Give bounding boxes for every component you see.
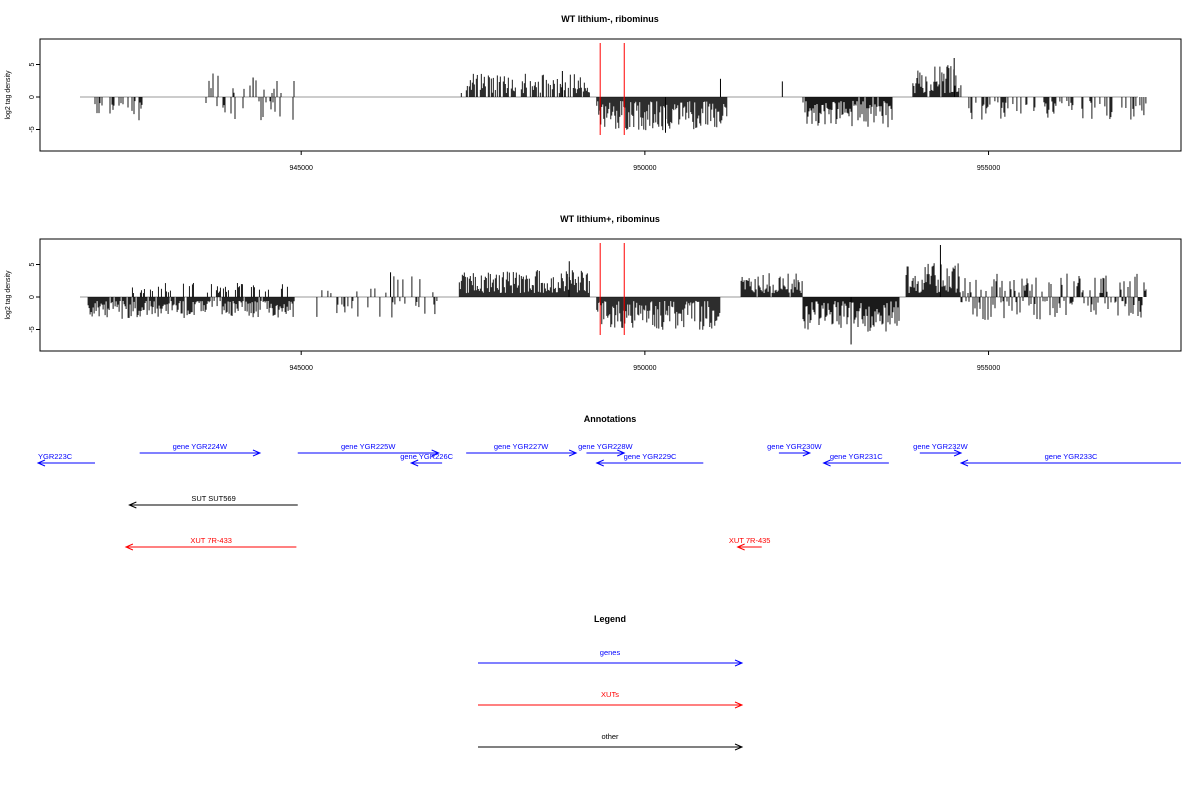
gene-feature: gene YGR227W	[466, 442, 578, 457]
arrowhead	[736, 543, 745, 551]
arrowhead	[734, 659, 744, 667]
feature-label: XUT 7R-435	[729, 536, 771, 545]
y-tick-label: 0	[29, 295, 36, 299]
x-axis: 945000 950000 955000	[290, 151, 1000, 172]
y-axis-label: log2 tag density	[5, 70, 12, 120]
feature-label: gene YGR225W	[341, 442, 396, 451]
y-axis-label: log2 tag density	[5, 270, 12, 320]
y-tick-label: -5	[29, 326, 36, 332]
gene-feature: gene YGR224W	[139, 442, 262, 457]
panel-title: WT lithium-, ribominus	[561, 14, 659, 24]
feature-label: gene YGR229C	[624, 452, 677, 461]
gene-feature: gene YGR231C	[822, 452, 889, 467]
arrowhead	[409, 459, 419, 467]
x-tick-label: 945000	[290, 165, 313, 172]
feature-label: gene YGR227W	[494, 442, 549, 451]
arrowhead	[128, 501, 137, 509]
arrowhead	[36, 459, 46, 467]
annotations-title: Annotations	[584, 414, 637, 424]
red-markers	[599, 243, 625, 335]
gene-feature: gene YGR230W	[767, 442, 823, 457]
red-markers	[599, 43, 625, 135]
feature-label: gene YGR232W	[913, 442, 968, 451]
x-tick-label: 950000	[633, 365, 656, 372]
y-tick-label: -5	[29, 126, 36, 132]
feature-label: gene YGR226C	[400, 452, 453, 461]
panel-title: WT lithium+, ribominus	[560, 214, 660, 224]
legend-items: genes XUTs other	[478, 648, 744, 751]
xut-feature: XUT 7R-433	[124, 536, 297, 551]
gene-feature: gene YGR233C	[959, 452, 1181, 467]
feature-label: gene YGR230W	[767, 442, 822, 451]
xut-feature: XUT 7R-435	[729, 536, 771, 551]
x-tick-label: 945000	[290, 365, 313, 372]
x-tick-label: 955000	[977, 165, 1000, 172]
panel-lithium-minus: WT lithium-, ribominus -5 0 5 945000 950000…	[5, 14, 1182, 172]
density-bars	[94, 58, 1147, 133]
arrowhead	[431, 449, 440, 457]
arrowhead	[595, 459, 604, 467]
gene-feature: gene YGR232W	[913, 442, 969, 457]
feature-label: gene YGR233C	[1045, 452, 1098, 461]
density-bars	[87, 245, 1147, 345]
arrowhead	[802, 449, 812, 457]
arrowhead	[953, 449, 963, 457]
x-axis: 945000 950000 955000	[290, 351, 1000, 372]
feature-label: gene YGR231C	[830, 452, 883, 461]
gene-feature: gene YGR226C	[400, 452, 454, 467]
gene-feature: gene YGR228W	[578, 442, 634, 457]
legend-title: Legend	[594, 614, 626, 624]
legend-label: genes	[600, 648, 621, 657]
feature-arrows: YGR223C gene YGR224W gene YGR225W gene YGR2…	[36, 442, 1181, 551]
plot-frame	[39, 238, 1182, 352]
y-tick-label: 5	[29, 62, 36, 66]
gene-feature: gene YGR225W	[297, 442, 440, 457]
legend-label: other	[601, 732, 619, 741]
x-tick-label: 955000	[977, 365, 1000, 372]
arrowhead	[734, 743, 744, 751]
annotations-track: Annotations YGR223C gene YGR224W gene YGR2…	[36, 414, 1181, 551]
legend-item: genes	[478, 648, 744, 667]
arrowhead	[822, 459, 831, 467]
feature-label: SUT SUT569	[191, 494, 235, 503]
arrowhead	[252, 449, 262, 457]
arrowhead	[959, 459, 969, 467]
feature-label: gene YGR228W	[578, 442, 633, 451]
feature-label: YGR223C	[38, 452, 73, 461]
legend-item: other	[478, 732, 744, 751]
y-axis: -5 0 5	[29, 262, 40, 333]
x-tick-label: 950000	[633, 165, 656, 172]
y-tick-label: 5	[29, 262, 36, 266]
feature-label: gene YGR224W	[173, 442, 228, 451]
y-axis: -5 0 5	[29, 62, 40, 133]
other-feature: SUT SUT569	[128, 494, 298, 509]
gene-feature: YGR223C	[36, 452, 95, 467]
gene-feature: gene YGR229C	[595, 452, 704, 467]
legend: Legend genes XUTs other	[478, 614, 744, 751]
panel-lithium-plus: WT lithium+, ribominus -5 0 5 945000 950000…	[5, 214, 1182, 372]
arrowhead	[734, 701, 744, 709]
arrowhead	[124, 543, 134, 551]
legend-label: XUTs	[601, 690, 619, 699]
plot-frame	[39, 38, 1182, 152]
y-tick-label: 0	[29, 95, 36, 99]
legend-item: XUTs	[478, 690, 744, 709]
arrowhead	[568, 449, 578, 457]
arrowhead	[617, 449, 626, 457]
feature-label: XUT 7R-433	[190, 536, 232, 545]
